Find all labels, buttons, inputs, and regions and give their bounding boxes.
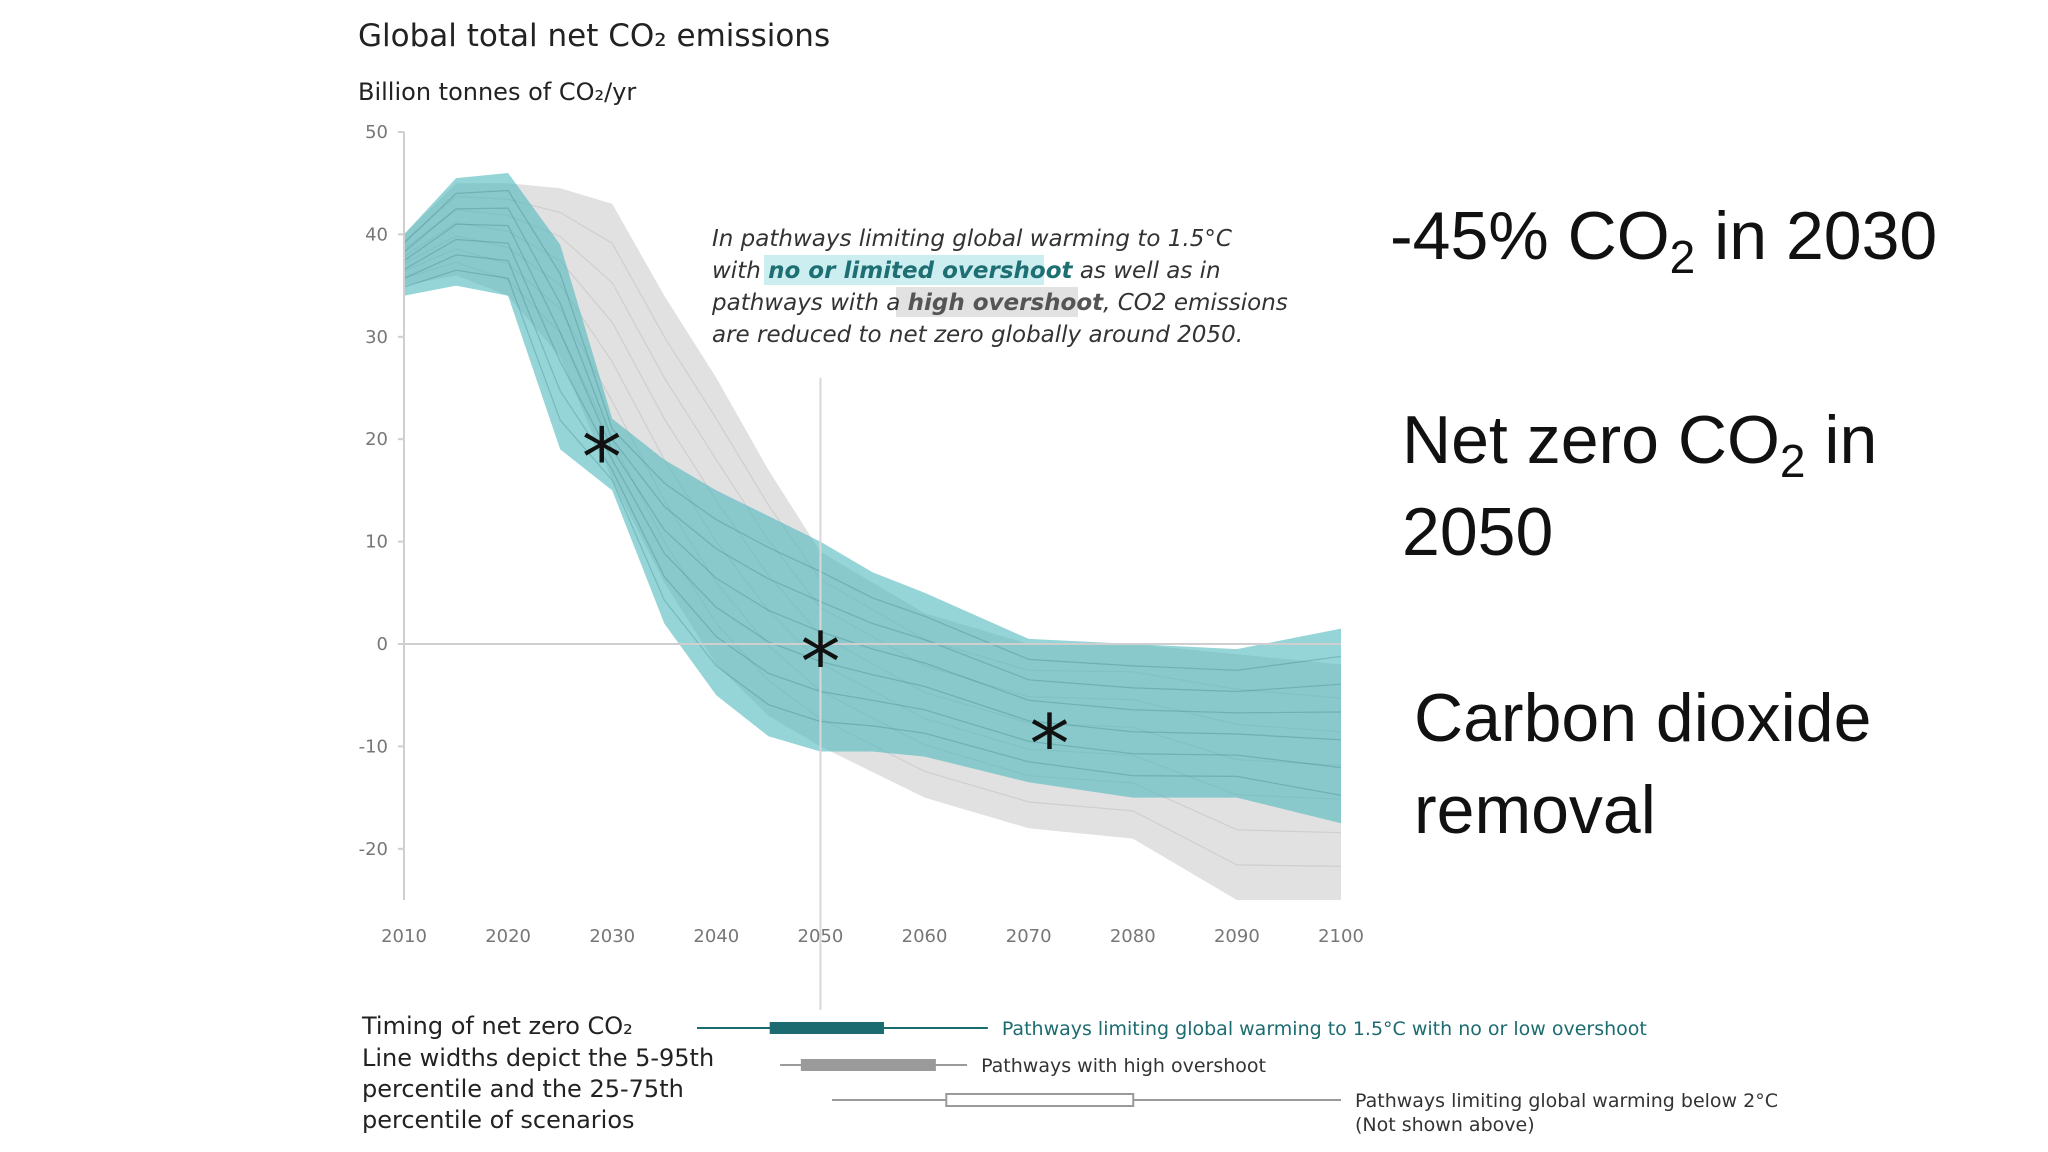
scenario-line — [403, 223, 1342, 714]
timing-bar-sublabel: (Not shown above) — [1355, 1114, 1535, 1136]
timing-note-line-3: percentile of scenarios — [362, 1106, 635, 1134]
scenario-line — [403, 189, 1342, 671]
y-tick-label: -20 — [359, 839, 388, 860]
range-25-75 — [800, 1059, 936, 1071]
x-tick-label: 2060 — [902, 926, 948, 947]
scenario-line — [403, 254, 1342, 769]
timing-bar-teal: Pathways limiting global warming to 1.5°… — [697, 1018, 1647, 1040]
x-tick-label: 2020 — [485, 926, 531, 947]
range-25-75 — [769, 1022, 884, 1034]
limited-overshoot-band — [403, 173, 1342, 824]
y-tick-label: 10 — [365, 532, 388, 553]
timing-bar-outline: Pathways limiting global warming below 2… — [832, 1090, 1778, 1136]
y-tick-label: 30 — [365, 327, 388, 348]
x-tick-label: 2070 — [1006, 926, 1052, 947]
y-tick-label: -10 — [359, 736, 388, 757]
x-tick-label: 2080 — [1110, 926, 1156, 947]
chart-title: Global total net CO₂ emissions — [358, 18, 830, 54]
x-tick-label: 2010 — [381, 926, 427, 947]
y-tick-label: 20 — [365, 429, 388, 450]
timing-note-line-1: Line widths depict the 5-95th — [362, 1044, 714, 1072]
band-area — [404, 173, 1341, 824]
timing-bars: Pathways limiting global warming to 1.5°… — [697, 1018, 1778, 1136]
y-tick-label: 50 — [365, 122, 388, 143]
scenario-line — [403, 269, 1342, 796]
x-tick-label: 2030 — [589, 926, 635, 947]
pathway-bands — [403, 173, 1342, 900]
timing-title: Timing of net zero CO₂ — [361, 1012, 633, 1040]
y-tick-label: 40 — [365, 224, 388, 245]
x-tick-label: 2100 — [1318, 926, 1364, 947]
x-tick-label: 2090 — [1214, 926, 1260, 947]
x-tick-label: 2040 — [693, 926, 739, 947]
scenario-line — [403, 207, 1342, 693]
annotation-line-2: with no or limited overshoot as well as … — [712, 258, 1221, 284]
annotation-line-1: In pathways limiting global warming to 1… — [712, 226, 1232, 252]
timing-note-line-2: percentile and the 25-75th — [362, 1075, 684, 1103]
asterisk-marker: * — [582, 411, 622, 504]
timing-bar-label: Pathways limiting global warming to 1.5°… — [1002, 1018, 1647, 1040]
scenario-line — [403, 238, 1342, 741]
net-zero-timing-legend: Timing of net zero CO₂ Line widths depic… — [361, 1012, 1778, 1136]
timing-bar-grey: Pathways with high overshoot — [780, 1055, 1266, 1077]
y-tick-label: 0 — [377, 634, 388, 655]
annotation-highlight-teal — [764, 255, 1044, 285]
side-note-cut-2030: -45% CO2 in 2030 — [1390, 198, 1938, 283]
timing-bar-label: Pathways with high overshoot — [981, 1055, 1266, 1077]
x-tick-label: 2050 — [798, 926, 844, 947]
y-axis-unit-label: Billion tonnes of CO₂/yr — [358, 78, 636, 106]
annotation-line-4: are reduced to net zero globally around … — [712, 322, 1243, 348]
y-tick-labels: 50 40 30 20 10 0 -10 -20 — [359, 122, 404, 860]
timing-bar-label: Pathways limiting global warming below 2… — [1355, 1090, 1778, 1112]
range-25-75 — [945, 1093, 1135, 1107]
asterisk-markers: * * * — [582, 411, 1070, 791]
asterisk-marker: * — [800, 616, 840, 709]
side-note-cdr: Carbon dioxide removal — [1414, 680, 1872, 848]
annotation-highlight-grey — [896, 287, 1078, 317]
annotation-line-3: pathways with a high overshoot, CO2 emis… — [711, 290, 1288, 316]
x-tick-labels: 2010 2020 2030 2040 2050 2060 2070 2080 2090 2100 — [381, 926, 1364, 947]
annotation: In pathways limiting global warming to 1… — [711, 226, 1288, 348]
asterisk-marker: * — [1029, 698, 1069, 791]
side-note-net-zero: Net zero CO2 in 2050 — [1402, 402, 1878, 570]
